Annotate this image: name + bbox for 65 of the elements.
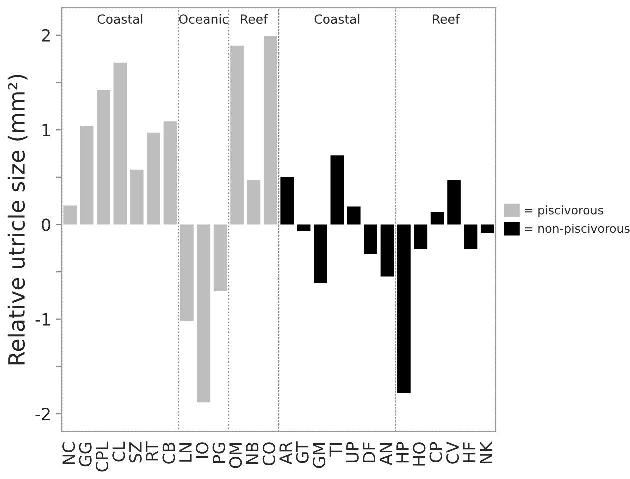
bar [480, 224, 494, 234]
bar [280, 177, 294, 225]
bar [314, 224, 328, 284]
bar [414, 224, 428, 250]
x-tick-label: TI [330, 443, 342, 457]
bar [364, 224, 378, 254]
x-tick-label: CPL [96, 442, 109, 472]
bar [347, 206, 361, 225]
bar [180, 224, 194, 322]
band-label: Coastal [98, 14, 143, 24]
x-tick-label: LN [180, 443, 192, 462]
bar [380, 224, 394, 277]
y-tick-label: 0 [42, 218, 50, 232]
x-tick-label: SZ [129, 442, 142, 463]
x-tick-label: NK [480, 441, 492, 464]
x-tick-label: HO [413, 442, 426, 466]
bar [398, 224, 411, 394]
x-tick-label: GG [79, 443, 92, 467]
x-tick-label: HF [463, 442, 476, 462]
x-tick-label: CB [162, 442, 176, 464]
bar [264, 36, 278, 225]
bar [64, 206, 78, 225]
x-tick-label: CV [446, 442, 460, 464]
bar [164, 122, 178, 225]
legend-label: = non-piscivorous [525, 224, 630, 236]
bar [214, 224, 228, 291]
band-label: Coastal [314, 14, 360, 24]
bar [448, 180, 461, 225]
x-tick-label: NB [246, 442, 259, 464]
x-tick-label: UP [346, 442, 359, 463]
y-tick-label: -1 [36, 314, 50, 326]
x-tick-label: CO [262, 442, 276, 466]
bar [114, 62, 128, 225]
x-tick-label: HP [396, 442, 409, 463]
x-tick-label: RT [146, 442, 158, 461]
x-tick-label: IO [196, 442, 209, 458]
bar [430, 212, 444, 225]
bar [247, 180, 261, 225]
bar [230, 46, 244, 225]
x-tick-label: NC [62, 442, 76, 464]
band-label: Reef [241, 14, 268, 24]
bar [197, 224, 211, 403]
bar [464, 224, 478, 250]
y-axis-title: Relative utricle size (mm²) [8, 75, 28, 365]
bar [297, 224, 311, 232]
x-tick-label: CL [112, 442, 126, 462]
bar [130, 170, 144, 225]
bar [330, 156, 344, 225]
y-tick-label: -2 [36, 408, 50, 420]
x-tick-label: GM [312, 443, 326, 468]
bar [147, 132, 160, 225]
band-label: Reef [433, 14, 460, 24]
band-label: Oceanic [179, 14, 228, 24]
x-tick-label: DF [363, 442, 376, 463]
x-tick-label: CP [430, 442, 442, 462]
x-tick-label: AR [280, 442, 292, 465]
x-tick-label: PG [212, 443, 226, 464]
bar [80, 126, 94, 225]
x-tick-label: AN [380, 443, 392, 466]
y-tick-label: 2 [42, 29, 50, 42]
y-tick-label: 1 [42, 124, 50, 136]
x-tick-label: OM [230, 443, 242, 468]
legend-label: = piscivorous [525, 206, 604, 218]
bar [97, 90, 110, 225]
x-tick-label: GT [296, 442, 309, 464]
